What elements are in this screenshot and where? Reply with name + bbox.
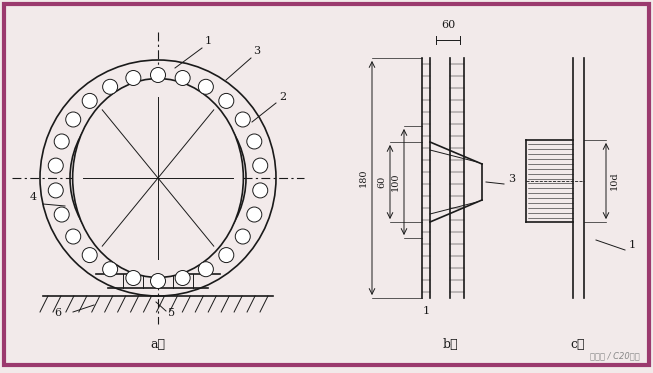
Circle shape [247,207,262,222]
Circle shape [82,248,97,263]
Text: 6: 6 [54,308,61,318]
Circle shape [70,90,246,266]
Text: 头条号 / C20先生: 头条号 / C20先生 [590,351,640,360]
Circle shape [219,93,234,109]
Text: 1: 1 [204,36,212,46]
Circle shape [48,183,63,198]
Text: 1: 1 [422,306,430,316]
Circle shape [150,68,165,82]
Circle shape [66,112,81,127]
Text: 60: 60 [441,20,455,30]
Circle shape [247,134,262,149]
Circle shape [103,79,118,94]
Circle shape [219,248,234,263]
Circle shape [66,229,81,244]
Text: 3: 3 [253,46,261,56]
Circle shape [103,262,118,277]
Text: 2: 2 [279,92,287,102]
Circle shape [235,229,250,244]
Text: a）: a） [150,338,165,351]
Circle shape [199,79,214,94]
Text: 5: 5 [168,308,176,318]
Circle shape [175,70,190,85]
Circle shape [82,93,97,109]
Text: b）: b） [442,338,458,351]
Circle shape [54,134,69,149]
Circle shape [253,183,268,198]
Text: 1: 1 [628,240,635,250]
Text: 100: 100 [391,173,400,191]
Circle shape [253,158,268,173]
Circle shape [175,270,190,285]
Text: 10d: 10d [610,172,619,190]
Text: 60: 60 [377,176,386,188]
Text: 3: 3 [509,174,516,184]
Circle shape [150,273,165,288]
Circle shape [235,112,250,127]
Circle shape [48,158,63,173]
Circle shape [199,262,214,277]
Circle shape [126,70,141,85]
Text: 4: 4 [29,192,37,202]
Text: 180: 180 [359,169,368,187]
Circle shape [126,270,141,285]
Circle shape [40,60,276,296]
Ellipse shape [72,79,244,278]
Circle shape [54,207,69,222]
Text: c）: c） [571,338,585,351]
